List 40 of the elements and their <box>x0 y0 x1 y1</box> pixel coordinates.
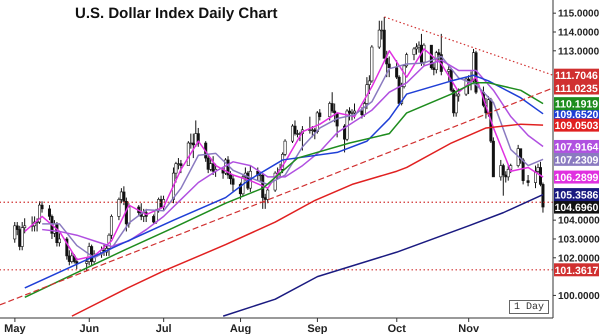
y-tick-label: 103.0000 <box>558 234 600 246</box>
candlestick <box>308 116 312 134</box>
chart-title: U.S. Dollar Index Daily Chart <box>75 5 278 22</box>
candlestick <box>290 124 294 144</box>
x-tick-label: May <box>4 322 26 334</box>
x-tick-label: Jul <box>156 322 172 334</box>
y-tick-label: 104.0000 <box>558 216 600 227</box>
ref-line-label: 101.3617 <box>554 264 599 277</box>
y-tick-label: 113.0000 <box>558 46 600 58</box>
data-label: 109.0503 <box>554 120 599 132</box>
data-label: 111.7046 <box>555 70 598 82</box>
x-tick-label: Aug <box>230 322 252 334</box>
candlestick <box>212 156 215 176</box>
data-label: 110.1919 <box>554 98 598 111</box>
data-label: 106.2899 <box>554 172 599 184</box>
x-tick-label: Jun <box>79 322 100 334</box>
y-tick-label: 115.0000 <box>558 8 600 20</box>
x-tick-label: Nov <box>458 322 480 334</box>
data-label: 107.2309 <box>554 154 599 166</box>
annotation: 104.6960 <box>554 202 599 214</box>
candlestick <box>412 46 416 61</box>
candlestick <box>179 159 182 174</box>
x-tick-label: Sep <box>307 322 328 334</box>
candlestick <box>13 222 16 244</box>
y-tick-label: 100.0000 <box>558 290 600 302</box>
candlestick <box>467 74 470 95</box>
data-label: 107.9164 <box>554 141 599 154</box>
annotation: 1 Day <box>509 300 549 314</box>
candlestick <box>526 174 530 187</box>
y-tick-label: 102.0000 <box>558 253 600 264</box>
data-label: 105.3586 <box>554 190 599 202</box>
candlestick <box>352 102 356 120</box>
x-tick-label: Oct <box>388 322 406 334</box>
candlestick <box>75 257 78 270</box>
candlestick <box>454 92 458 118</box>
candlestick <box>231 174 234 192</box>
data-label: 109.6520 <box>554 108 599 121</box>
line-series <box>71 123 544 317</box>
data-label: 111.0235 <box>555 82 598 95</box>
y-tick-label: 114.0000 <box>558 28 600 39</box>
